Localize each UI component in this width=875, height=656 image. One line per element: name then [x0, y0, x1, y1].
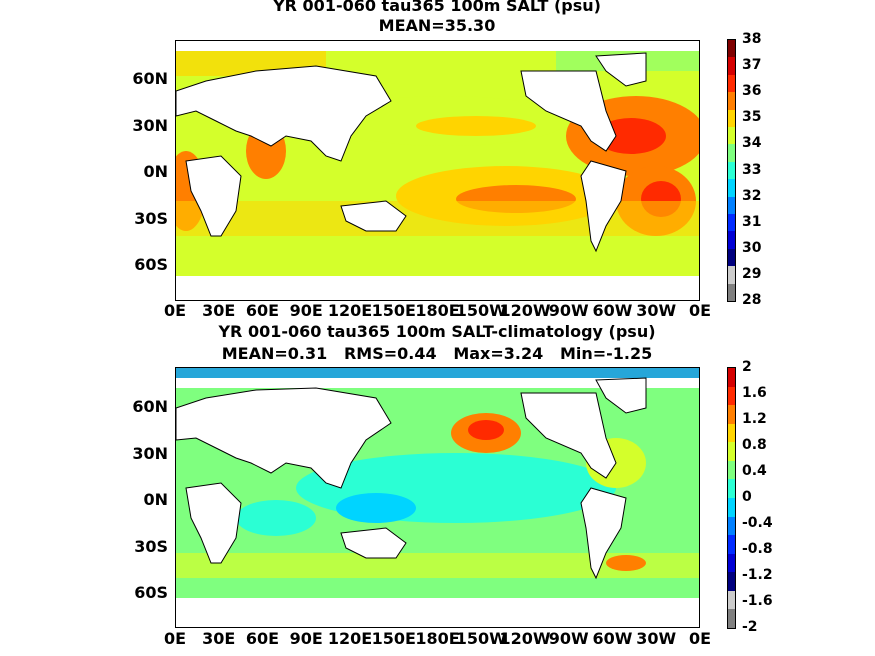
colorbar-segment [728, 231, 735, 250]
colorbar-tick-label: 0.8 [742, 437, 767, 453]
lon-tick-label: 60W [592, 301, 633, 320]
bottom-salinity-anomaly-map [175, 367, 700, 628]
lon-tick-label: 120W [499, 301, 551, 320]
colorbar-tick-label: 34 [742, 135, 762, 152]
colorbar-tick-label: -0.8 [742, 541, 773, 557]
top-title-line2: MEAN=35.30 [378, 16, 496, 35]
lon-tick-label: 30W [636, 629, 677, 648]
colorbar-segment [728, 460, 735, 480]
bottom-colorbar [727, 367, 736, 629]
colorbar-tick-label: 28 [742, 292, 762, 308]
lon-tick-label: 150E [371, 301, 416, 320]
colorbar-tick-label: 38 [742, 31, 762, 47]
lon-tick-label: 120E [327, 629, 373, 648]
lon-tick-label: 180E [415, 629, 460, 648]
colorbar-tick-label: 30 [742, 239, 762, 256]
colorbar-segment [728, 74, 735, 93]
lon-tick-label: 120W [499, 629, 551, 648]
lat-tick-label: 30S [134, 208, 168, 228]
lon-tick-label: 0E [163, 301, 187, 320]
colorbar-tick-label: -0.4 [742, 515, 773, 531]
colorbar-segment [728, 283, 735, 302]
colorbar-segment [728, 423, 735, 443]
colorbar-segment [728, 572, 735, 592]
colorbar-segment [728, 498, 735, 518]
colorbar-segment [728, 40, 735, 58]
colorbar-segment [728, 92, 735, 111]
lat-tick-label: 60S [134, 255, 168, 274]
colorbar-segment [728, 479, 735, 499]
lon-tick-label: 90E [289, 629, 323, 648]
colorbar-segment [728, 590, 735, 610]
bottom-title-line1: YR 001-060 tau365 100m SALT-climatology … [218, 322, 656, 341]
colorbar-tick-label: 37 [742, 57, 762, 74]
colorbar-segment [728, 127, 735, 145]
colorbar-tick-label: 29 [742, 265, 762, 282]
colorbar-segment [728, 266, 735, 285]
colorbar-segment [728, 516, 735, 536]
lon-tick-label: 30E [202, 301, 236, 320]
lon-tick-label: 30W [636, 301, 677, 320]
colorbar-segment [728, 535, 735, 555]
lat-tick-label: 30N [132, 115, 168, 135]
lon-tick-label: 90E [289, 301, 323, 320]
bottom-map-field [176, 368, 699, 627]
top-salinity-map [175, 40, 700, 301]
lon-tick-label: 60E [245, 629, 280, 648]
lat-tick-label: 30S [134, 536, 168, 556]
colorbar-segment [728, 214, 735, 232]
colorbar-tick-label: 1.2 [742, 411, 767, 427]
colorbar-tick-label: -1.6 [742, 593, 773, 609]
top-map-field [176, 41, 699, 300]
lat-tick-label: 60N [132, 69, 168, 88]
lat-tick-label: 30N [132, 443, 168, 463]
colorbar-tick-label: -1.2 [742, 567, 773, 583]
colorbar-segment [728, 248, 735, 267]
lat-tick-label: 0N [143, 162, 168, 181]
colorbar-segment [728, 405, 735, 425]
lon-tick-label: 60W [592, 629, 633, 648]
colorbar-tick-label: 0 [742, 489, 752, 505]
lat-tick-label: 0N [143, 490, 168, 509]
lon-tick-label: 60E [245, 301, 280, 320]
lon-tick-label: 90W [548, 301, 589, 320]
lon-tick-label: 150W [455, 301, 507, 320]
lon-tick-label: 0E [163, 629, 187, 648]
colorbar-segment [728, 179, 735, 198]
colorbar-tick-label: 31 [742, 213, 762, 230]
colorbar-segment [728, 109, 735, 128]
colorbar-segment [728, 553, 735, 573]
lon-tick-label: 90W [548, 629, 589, 648]
colorbar-tick-label: 2 [742, 359, 752, 375]
colorbar-segment [728, 144, 735, 163]
colorbar-tick-label: 32 [742, 187, 762, 204]
lon-tick-label: 0E [688, 301, 712, 320]
lon-tick-label: 150W [455, 629, 507, 648]
colorbar-tick-label: 1.6 [742, 385, 767, 401]
lon-tick-label: 0E [688, 629, 712, 648]
colorbar-tick-label: 36 [742, 83, 762, 100]
colorbar-segment [728, 442, 735, 462]
bottom-title-line2: MEAN=0.31 RMS=0.44 Max=3.24 Min=-1.25 [221, 344, 653, 363]
lat-tick-label: 60N [132, 397, 168, 416]
top-title-line1: YR 001-060 tau365 100m SALT (psu) [273, 0, 601, 15]
lon-tick-label: 30E [202, 629, 236, 648]
colorbar-segment [728, 386, 735, 406]
colorbar-tick-label: 0.4 [742, 463, 767, 479]
lon-tick-label: 180E [415, 301, 460, 320]
colorbar-tick-label: 35 [742, 109, 762, 126]
colorbar-tick-label: 33 [742, 161, 762, 178]
colorbar-segment [728, 161, 735, 180]
colorbar-segment [728, 368, 735, 388]
colorbar-tick-label: -2 [742, 619, 758, 635]
lat-tick-label: 60S [134, 583, 168, 602]
top-colorbar [727, 39, 736, 302]
lon-tick-label: 150E [371, 629, 416, 648]
colorbar-segment [728, 57, 735, 76]
colorbar-segment [728, 196, 735, 215]
lon-tick-label: 120E [327, 301, 373, 320]
colorbar-segment [728, 609, 735, 629]
